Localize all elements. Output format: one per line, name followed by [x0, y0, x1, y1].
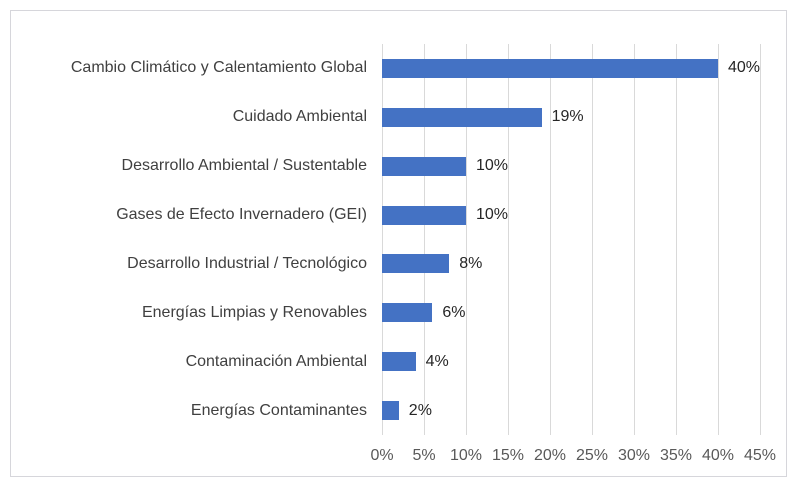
x-tick-label: 25%	[575, 447, 609, 464]
value-label: 40%	[728, 59, 761, 77]
gridline	[550, 44, 551, 435]
plot-area: 40% 19% 10% 10% 8% 6% 4% 2%	[382, 44, 761, 435]
category-axis: Cambio Climático y Calentamiento Global C…	[25, 44, 367, 435]
value-label: 8%	[459, 254, 483, 272]
x-tick-label: 30%	[617, 447, 651, 464]
category-label: Desarrollo Ambiental / Sustentable	[121, 157, 367, 175]
x-tick-label: 45%	[743, 447, 777, 464]
gridline	[634, 44, 635, 435]
x-tick-label: 10%	[449, 447, 483, 464]
bar	[382, 254, 450, 274]
bar	[382, 107, 542, 127]
bar	[382, 401, 399, 421]
gridline	[592, 44, 593, 435]
category-label: Desarrollo Industrial / Tecnológico	[127, 254, 367, 272]
bar	[382, 156, 466, 176]
x-tick-label: 0%	[370, 447, 394, 464]
gridline	[760, 44, 761, 435]
category-label: Cuidado Ambiental	[232, 108, 367, 126]
gridline	[718, 44, 719, 435]
bar	[382, 303, 433, 323]
x-axis: 0% 5% 10% 15% 20% 25% 30% 35% 40% 45%	[370, 447, 782, 469]
x-tick-label: 40%	[701, 447, 735, 464]
value-label: 4%	[425, 352, 449, 370]
x-tick-label: 35%	[659, 447, 693, 464]
value-label: 10%	[476, 206, 509, 224]
x-tick-label: 5%	[412, 447, 436, 464]
bar	[382, 205, 466, 225]
chart-frame: Cambio Climático y Calentamiento Global C…	[10, 10, 787, 477]
value-label: 2%	[408, 401, 432, 419]
value-label: 10%	[476, 157, 509, 175]
category-label: Energías Limpias y Renovables	[141, 303, 367, 321]
value-label: 19%	[551, 108, 584, 126]
category-label: Gases de Efecto Invernadero (GEI)	[116, 206, 367, 224]
gridline	[676, 44, 677, 435]
gridline	[424, 44, 425, 435]
value-label: 6%	[442, 303, 466, 321]
gridline	[508, 44, 509, 435]
x-tick-label: 20%	[533, 447, 567, 464]
gridline	[466, 44, 467, 435]
category-label: Cambio Climático y Calentamiento Global	[70, 59, 367, 77]
bar	[382, 352, 416, 372]
category-label: Energías Contaminantes	[190, 401, 367, 419]
x-tick-label: 15%	[491, 447, 525, 464]
bar	[382, 58, 718, 78]
gridline	[382, 44, 383, 435]
category-label: Contaminación Ambiental	[185, 352, 367, 370]
